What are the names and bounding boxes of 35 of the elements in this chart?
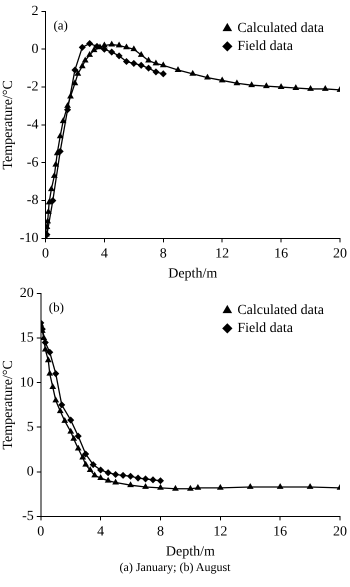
y-tick-label: 2	[31, 4, 38, 20]
annotation: (b)	[48, 299, 64, 314]
y-tick-label: 0	[26, 464, 34, 480]
y-tick-label: -10	[20, 231, 38, 246]
x-tick-label: 4	[97, 524, 104, 540]
y-tick-label: -8	[26, 193, 38, 208]
x-tick-label: 20	[333, 246, 347, 262]
y-axis-title: Temperature/°C	[1, 360, 16, 450]
legend-label: Calculated data	[237, 303, 325, 318]
x-tick-label: 16	[273, 524, 288, 540]
y-tick-label: 5	[26, 420, 34, 435]
x-tick-label: 12	[213, 524, 228, 540]
y-tick-label: -2	[26, 80, 38, 95]
y-tick-label: 20	[20, 286, 34, 302]
x-axis-title: Depth/m	[166, 544, 216, 560]
x-tick-label: 4	[100, 246, 108, 262]
x-tick-label: 12	[215, 246, 230, 262]
x-tick-label: 16	[274, 246, 288, 262]
y-tick-label: 15	[20, 330, 34, 346]
legend-label: Field data	[237, 39, 294, 54]
y-axis-title: Temperature/°C	[1, 80, 16, 170]
y-tick-label: 0	[31, 42, 38, 57]
x-tick-label: 20	[333, 524, 347, 540]
y-tick-label: -6	[26, 155, 38, 170]
y-tick-label: -4	[26, 118, 38, 133]
x-tick-label: 8	[160, 246, 167, 262]
y-tick-label: 10	[20, 375, 34, 390]
text: (a) January; (b) August	[118, 560, 232, 575]
x-tick-label: 8	[156, 524, 164, 540]
y-tick-label: -5	[22, 509, 34, 524]
legend-label: Field data	[237, 321, 294, 336]
legend-label: Calculated data	[237, 21, 325, 36]
x-tick-label: 0	[42, 246, 49, 262]
annotation: (a)	[53, 17, 68, 32]
x-axis-title: Depth/m	[168, 266, 218, 282]
